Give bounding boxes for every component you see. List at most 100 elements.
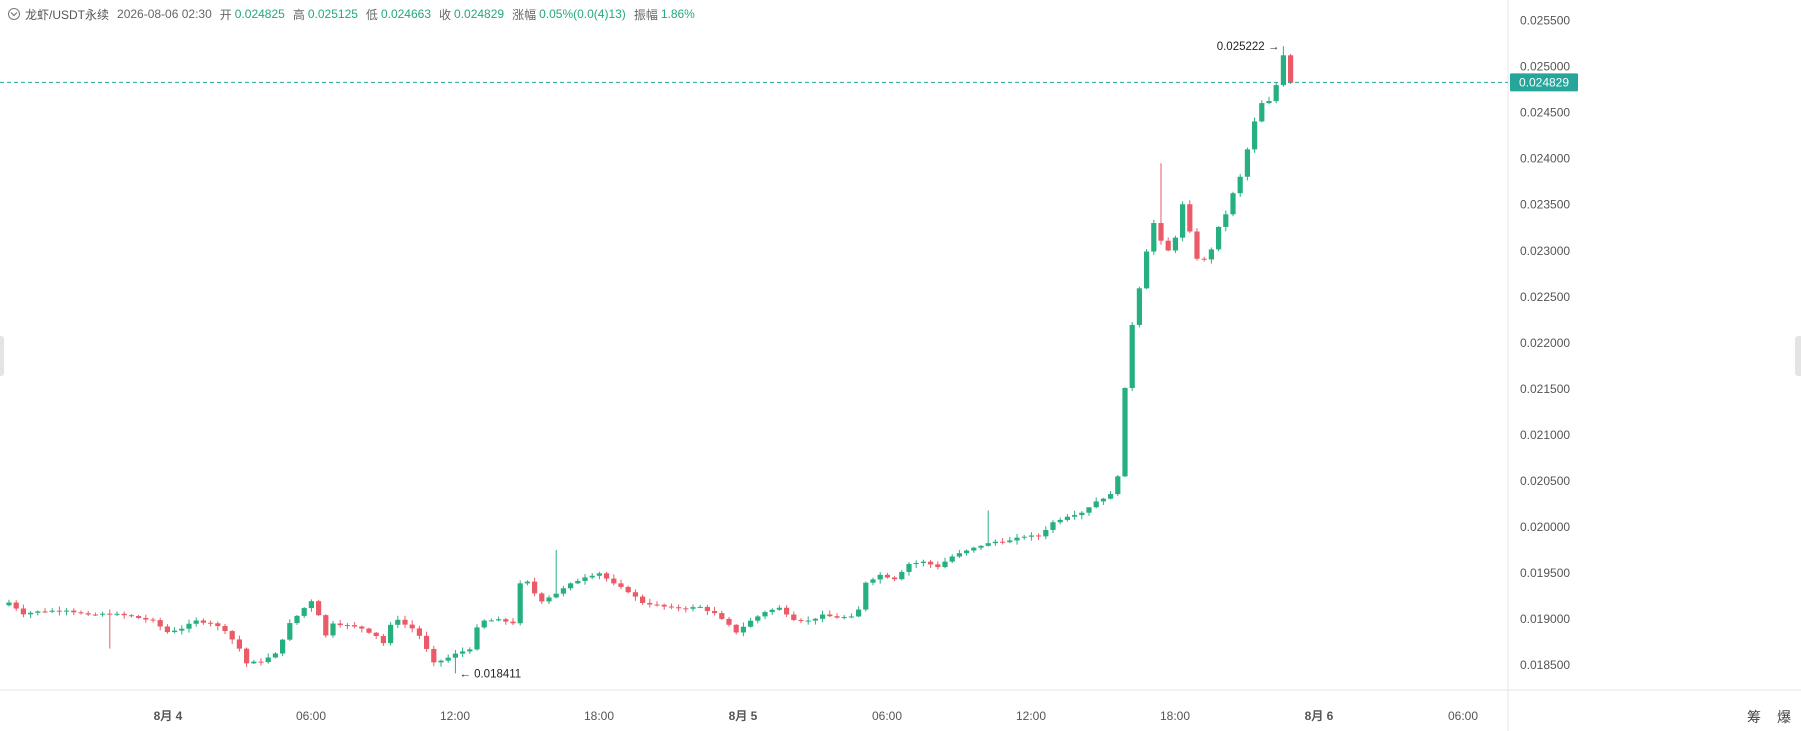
x-tick-label: 18:00 — [584, 709, 614, 723]
candle-body — [316, 601, 322, 616]
symbol-name[interactable]: 龙虾/USDT永续 — [25, 7, 110, 22]
candle-body — [1000, 541, 1006, 543]
candle-body — [330, 623, 336, 636]
candle-body — [971, 547, 977, 551]
candle-body — [560, 588, 566, 594]
candle-body — [604, 573, 610, 579]
candle-body — [1064, 516, 1070, 520]
y-tick-label: 0.023000 — [1520, 244, 1570, 258]
candle-body — [222, 626, 228, 632]
y-tick-label: 0.022000 — [1520, 336, 1570, 350]
candle-body — [64, 610, 70, 612]
min-price-annotation: ← 0.018411 — [459, 668, 521, 680]
candle-body — [654, 604, 660, 606]
candle-body — [625, 586, 631, 593]
candle-body — [596, 573, 602, 576]
y-tick-label: 0.021500 — [1520, 382, 1570, 396]
candle-body — [992, 541, 998, 544]
candle-body — [568, 583, 574, 589]
chevron-down-icon[interactable] — [8, 8, 20, 20]
candle-body — [784, 607, 790, 615]
candle-body — [769, 609, 775, 613]
candle-body — [1007, 540, 1013, 543]
candle-body — [308, 601, 314, 609]
candle-body — [265, 657, 271, 663]
candle-body — [690, 607, 696, 609]
candle-body — [978, 545, 984, 548]
max-price-annotation: 0.025222 → — [1217, 41, 1280, 53]
low-value: 0.024663 — [380, 7, 431, 21]
candle-body — [1165, 240, 1171, 251]
candle-body — [42, 611, 48, 613]
candle-body — [524, 581, 530, 584]
candle-body — [776, 607, 782, 610]
candle-body — [532, 581, 538, 594]
x-tick-label: 8月 6 — [1305, 709, 1334, 723]
candle-body — [352, 625, 358, 627]
candle-body — [1021, 536, 1027, 538]
close-value: 0.024829 — [454, 7, 505, 21]
candle-body — [668, 606, 674, 608]
candle-body — [359, 626, 365, 629]
candle-body — [611, 578, 617, 584]
left-drawer-handle[interactable] — [0, 336, 4, 376]
candle-body — [85, 613, 91, 615]
x-tick-label: 8月 4 — [154, 709, 183, 723]
candle-body — [1050, 522, 1056, 530]
candle-body — [1230, 193, 1236, 215]
candle-body — [164, 626, 170, 633]
candle-body — [762, 612, 768, 617]
chips-button[interactable]: 筹 — [1747, 709, 1761, 725]
candle-body — [553, 593, 559, 598]
candle-body — [1086, 507, 1092, 513]
candle-body — [935, 564, 941, 568]
candle-body — [1144, 251, 1150, 289]
candle-body — [582, 577, 588, 581]
ohlc-info-bar: 龙虾/USDT永续 2026-08-06 02:30 开 0.024825 高 … — [8, 6, 695, 22]
candle-body — [1273, 85, 1279, 102]
x-tick-label: 12:00 — [1016, 709, 1046, 723]
candle-body — [186, 623, 192, 629]
change-label: 涨幅 — [512, 7, 537, 22]
y-tick-label: 0.019500 — [1520, 566, 1570, 580]
candle-body — [172, 630, 178, 633]
candle-body — [791, 614, 797, 621]
candle-body — [1266, 101, 1272, 104]
candle-body — [884, 574, 890, 578]
candle-body — [632, 592, 638, 597]
candle-body — [1108, 494, 1114, 499]
candle-body — [6, 602, 12, 606]
candle-body — [258, 661, 264, 663]
candle-body — [1028, 535, 1034, 537]
close-label: 收 — [439, 7, 452, 22]
open-value: 0.024825 — [234, 7, 285, 21]
candle-body — [942, 561, 948, 568]
candle-body — [683, 608, 689, 610]
candle-body — [445, 657, 451, 661]
x-tick-label: 06:00 — [296, 709, 326, 723]
right-drawer-handle[interactable] — [1795, 336, 1801, 376]
candle-body — [150, 619, 156, 621]
candle-body — [1208, 249, 1214, 260]
candle-body — [1172, 237, 1178, 251]
candle-body — [719, 613, 725, 619]
y-tick-label: 0.025500 — [1520, 14, 1570, 28]
candle-body — [820, 614, 826, 619]
candle-body — [380, 636, 386, 644]
candle-body — [755, 616, 761, 621]
x-tick-label: 18:00 — [1160, 709, 1190, 723]
candle-body — [539, 593, 545, 602]
candle-body — [1129, 324, 1135, 388]
candle-body — [1158, 223, 1164, 241]
candle-body — [496, 619, 502, 621]
liquidation-button[interactable]: 爆 — [1777, 709, 1791, 725]
candle-body — [863, 582, 869, 610]
candle-body — [179, 628, 185, 631]
candle-body — [546, 597, 552, 602]
candle-body — [409, 624, 415, 629]
candle-body — [877, 574, 883, 580]
candle-body — [1216, 226, 1222, 250]
candle-body — [301, 608, 307, 616]
